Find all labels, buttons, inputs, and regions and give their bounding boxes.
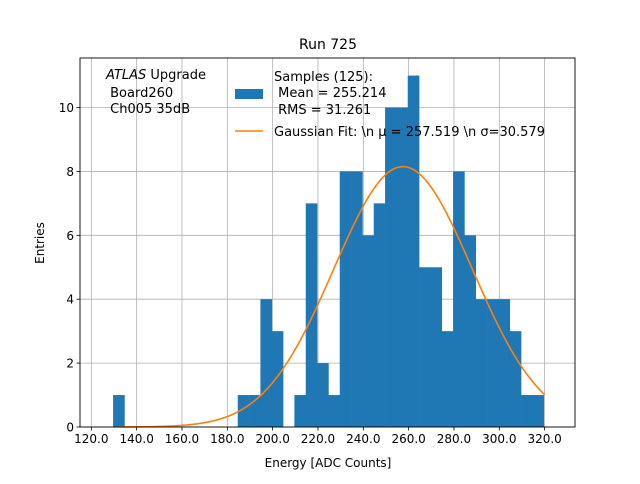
histogram-bar <box>396 107 409 428</box>
x-tick-label: 140.0 <box>119 432 153 446</box>
gaussian-fit-line <box>118 165 546 428</box>
histogram-bar <box>305 203 318 427</box>
legend-samples-line3: RMS = 31.261 <box>274 103 371 118</box>
histogram-bar <box>317 363 329 427</box>
histogram-bar <box>521 395 533 427</box>
histogram-bar <box>373 203 386 427</box>
chart-title: Run 725 <box>299 37 357 53</box>
legend-fit-label: Gaussian Fit: \n μ = 257.519 \n σ=30.579 <box>274 125 545 140</box>
histogram-bar <box>498 299 511 427</box>
histogram-bar <box>328 395 341 427</box>
histogram-bar <box>249 395 261 427</box>
histogram-bar <box>453 171 465 427</box>
y-axis-label: Entries <box>33 222 47 264</box>
histogram-bar <box>487 299 499 427</box>
histogram-bar <box>532 395 545 427</box>
histogram-bar <box>385 107 397 428</box>
x-tick-label: 200.0 <box>255 432 289 446</box>
axes-frame <box>79 57 576 428</box>
histogram-bar <box>113 395 125 427</box>
y-tick-label: 2 <box>66 357 74 371</box>
ticks: 120.0 140.0 160.0 180.0 200.0 220.0 240.0 260.0… <box>59 101 562 446</box>
x-tick-label: 300.0 <box>482 432 516 446</box>
histogram-bar <box>419 267 431 427</box>
histogram-bar <box>407 75 420 428</box>
y-tick-label: 8 <box>66 165 74 179</box>
legend: Samples (125): Mean = 255.214 RMS = 31.2… <box>235 70 545 140</box>
atlas-label: ATLAS <box>105 68 146 83</box>
svg-text:ATLAS Upgrade: ATLAS Upgrade <box>105 68 206 83</box>
upgrade-label: Upgrade <box>146 68 206 83</box>
y-tick-label: 0 <box>66 421 74 435</box>
y-tick-label: 10 <box>59 101 74 115</box>
legend-samples-line2: Mean = 255.214 <box>274 86 386 101</box>
histogram-bar <box>271 331 284 427</box>
histogram-bar <box>260 299 273 427</box>
board-label: Board260 <box>106 86 173 101</box>
atlas-annotation: ATLAS Upgrade Board260 Ch005 35dB <box>105 68 206 117</box>
bars <box>113 75 545 428</box>
x-tick-label: 280.0 <box>437 432 471 446</box>
histogram-bar <box>475 299 488 427</box>
x-axis-label: Energy [ADC Counts] <box>265 456 392 470</box>
legend-samples-patch <box>235 89 263 99</box>
histogram-bar <box>362 235 375 427</box>
histogram-bar <box>430 267 443 427</box>
histogram-bar <box>441 331 454 427</box>
histogram-bar <box>237 395 250 427</box>
x-tick-label: 160.0 <box>165 432 199 446</box>
histogram-bar <box>339 171 352 427</box>
histogram-bar <box>294 395 307 427</box>
y-tick-label: 6 <box>66 229 74 243</box>
x-tick-label: 180.0 <box>210 432 244 446</box>
x-tick-label: 220.0 <box>301 432 335 446</box>
histogram-bar <box>351 171 363 427</box>
x-tick-label: 320.0 <box>527 432 561 446</box>
channel-label: Ch005 35dB <box>106 102 190 117</box>
legend-samples-line1: Samples (125): <box>274 70 373 85</box>
y-tick-label: 4 <box>66 293 74 307</box>
x-tick-label: 260.0 <box>391 432 425 446</box>
x-tick-label: 120.0 <box>74 432 108 446</box>
histogram-bar <box>509 331 522 427</box>
x-tick-label: 240.0 <box>346 432 380 446</box>
histogram-bar <box>464 235 477 427</box>
